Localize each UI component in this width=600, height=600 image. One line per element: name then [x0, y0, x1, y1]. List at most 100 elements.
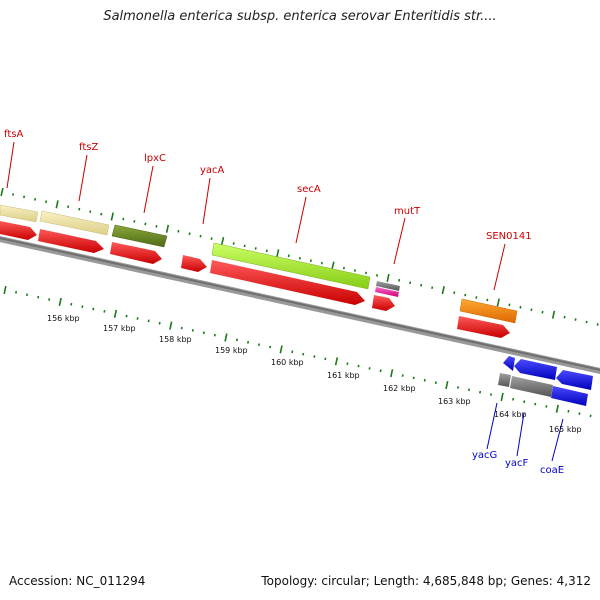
major-tick: [386, 273, 390, 282]
minor-tick: [213, 333, 216, 337]
cds-arrow-reverse[interactable]: [503, 356, 515, 371]
minor-tick: [346, 362, 349, 365]
cds-arrow[interactable]: [0, 221, 37, 240]
minor-tick: [81, 305, 84, 308]
ruler-label: 160 kbp: [271, 358, 304, 367]
minor-tick: [530, 308, 533, 312]
cds-arrow[interactable]: [210, 260, 365, 305]
minor-tick: [122, 217, 125, 221]
minor-tick: [291, 350, 294, 354]
gene-label-secA[interactable]: secA: [297, 184, 321, 195]
minor-tick: [464, 293, 467, 297]
ruler-label: 161 kbp: [327, 371, 360, 380]
gene-label-coaE[interactable]: coaE: [540, 465, 564, 476]
ruler-label: 158 kbp: [159, 335, 192, 344]
minor-tick: [254, 247, 257, 250]
gene-ftsA-block[interactable]: [0, 204, 39, 223]
minor-tick: [191, 329, 194, 332]
minor-tick: [486, 298, 489, 302]
gene-secA-block[interactable]: [211, 242, 371, 290]
minor-tick: [258, 343, 261, 346]
minor-tick: [453, 291, 456, 294]
major-tick: [334, 357, 339, 366]
major-tick: [0, 187, 4, 197]
minor-tick: [508, 303, 511, 307]
gene-label-lpxC[interactable]: lpxC: [144, 153, 166, 164]
minor-tick: [247, 340, 250, 344]
ruler-label: 165 kbp: [549, 425, 582, 434]
cds-arrow[interactable]: [110, 242, 162, 264]
gene-labels: ftsA ftsZ lpxC yacA secA mutT SEN0141 ya…: [4, 129, 564, 476]
gene-label-ftsZ[interactable]: ftsZ: [79, 142, 98, 153]
minor-tick: [70, 302, 73, 306]
gene-mutT-pink[interactable]: [375, 287, 399, 297]
major-tick: [220, 237, 225, 246]
cds-arrow-reverse[interactable]: [514, 359, 557, 380]
gene-label-yacG[interactable]: yacG: [472, 450, 497, 461]
minor-tick: [12, 193, 15, 196]
gene-ftsZ-block[interactable]: [39, 210, 110, 236]
cds-arrow-reverse[interactable]: [551, 386, 588, 406]
minor-tick: [534, 402, 537, 406]
minor-tick: [100, 212, 103, 216]
minor-tick: [567, 409, 570, 413]
gene-mutT-gray[interactable]: [376, 281, 400, 291]
gene-yacF-gray[interactable]: [510, 376, 553, 397]
minor-tick: [585, 320, 588, 324]
cds-arrow-reverse[interactable]: [556, 370, 593, 390]
ruler-label: 156 kbp: [47, 314, 80, 323]
major-tick: [113, 309, 118, 318]
gene-label-ftsA[interactable]: ftsA: [4, 129, 23, 140]
minor-tick: [89, 210, 92, 213]
minor-tick: [324, 357, 327, 361]
gene-yacG-gray[interactable]: [498, 373, 511, 387]
major-tick: [496, 298, 500, 307]
ruler-label: 163 kbp: [438, 397, 471, 406]
major-tick: [276, 249, 280, 258]
minor-tick: [467, 388, 470, 392]
minor-tick: [235, 338, 238, 342]
minor-tick: [177, 229, 180, 233]
minor-tick: [188, 232, 191, 236]
gene-label-SEN0141[interactable]: SEN0141: [486, 231, 532, 242]
minor-tick: [490, 393, 493, 396]
ruler-track: [3, 285, 592, 418]
gene-SEN0141-block[interactable]: [459, 298, 518, 324]
minor-tick: [434, 381, 437, 385]
minor-tick: [376, 274, 379, 277]
minor-tick: [23, 195, 26, 199]
cds-arrow[interactable]: [372, 295, 395, 311]
minor-tick: [342, 266, 345, 270]
minor-tick: [48, 298, 51, 301]
minor-tick: [423, 378, 426, 382]
genome-backbone-edge: [0, 237, 600, 371]
minor-tick: [364, 271, 368, 275]
minor-tick: [357, 364, 360, 368]
gene-lpxC-block[interactable]: [111, 224, 168, 248]
gene-label-yacA[interactable]: yacA: [200, 165, 225, 176]
minor-tick: [353, 269, 356, 272]
minor-tick: [302, 352, 305, 356]
cds-arrow[interactable]: [457, 316, 510, 338]
minor-tick: [541, 310, 544, 314]
gene-label-mutT[interactable]: mutT: [394, 206, 421, 217]
minor-tick: [103, 310, 106, 313]
minor-tick: [523, 400, 526, 404]
minor-tick: [456, 386, 459, 389]
minor-tick: [67, 205, 70, 209]
upper-tick-track: [0, 187, 599, 326]
minor-tick: [479, 390, 482, 394]
gene-label-yacF[interactable]: yacF: [505, 458, 529, 469]
cds-arrow[interactable]: [181, 255, 207, 272]
major-tick: [169, 321, 173, 330]
major-tick: [331, 261, 335, 270]
accession-text: Accession: NC_011294: [9, 574, 146, 588]
minor-tick: [563, 315, 566, 319]
major-tick: [55, 200, 59, 209]
minor-tick: [512, 397, 515, 401]
major-tick: [279, 345, 283, 354]
major-tick: [551, 310, 556, 319]
label-leaders-reverse: [486, 402, 564, 462]
cds-arrow[interactable]: [38, 229, 104, 253]
